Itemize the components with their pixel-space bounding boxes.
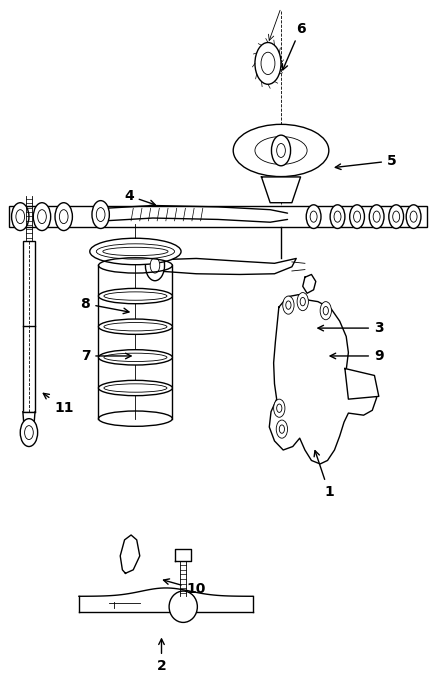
Circle shape <box>37 209 46 223</box>
Polygon shape <box>120 535 140 573</box>
Circle shape <box>59 209 68 223</box>
Circle shape <box>286 301 291 309</box>
Circle shape <box>306 205 321 228</box>
Circle shape <box>277 404 282 413</box>
Ellipse shape <box>99 288 172 304</box>
Polygon shape <box>269 295 377 464</box>
Polygon shape <box>23 412 35 427</box>
Bar <box>10 206 426 227</box>
Polygon shape <box>262 177 300 202</box>
Ellipse shape <box>96 244 174 259</box>
Circle shape <box>310 211 317 222</box>
Circle shape <box>300 297 305 306</box>
Circle shape <box>406 205 421 228</box>
Text: 6: 6 <box>283 22 305 70</box>
Circle shape <box>393 211 400 222</box>
Polygon shape <box>303 274 316 293</box>
Ellipse shape <box>104 353 167 362</box>
Circle shape <box>350 205 364 228</box>
Ellipse shape <box>104 384 167 392</box>
Text: 3: 3 <box>318 321 384 335</box>
Ellipse shape <box>99 319 172 334</box>
Text: 8: 8 <box>81 297 129 313</box>
Circle shape <box>410 211 417 222</box>
Circle shape <box>277 144 286 158</box>
Circle shape <box>334 211 341 222</box>
Circle shape <box>92 200 109 228</box>
Circle shape <box>320 302 331 320</box>
Text: 9: 9 <box>330 349 384 363</box>
Polygon shape <box>345 369 379 399</box>
Text: 5: 5 <box>335 154 397 170</box>
Ellipse shape <box>99 380 172 396</box>
Circle shape <box>389 205 404 228</box>
Circle shape <box>354 211 361 222</box>
Text: 1: 1 <box>314 451 334 499</box>
Ellipse shape <box>104 292 167 300</box>
Circle shape <box>373 211 380 222</box>
Circle shape <box>24 426 33 440</box>
Text: 11: 11 <box>43 394 73 415</box>
Bar <box>23 241 35 412</box>
Polygon shape <box>175 549 191 561</box>
Circle shape <box>261 52 275 75</box>
Ellipse shape <box>233 124 329 177</box>
Circle shape <box>274 399 285 417</box>
Circle shape <box>96 207 105 221</box>
Circle shape <box>150 258 160 273</box>
Circle shape <box>276 420 287 438</box>
Text: 10: 10 <box>164 579 206 596</box>
Circle shape <box>55 202 72 230</box>
Polygon shape <box>157 258 296 274</box>
Ellipse shape <box>255 137 307 165</box>
Circle shape <box>283 296 294 314</box>
Circle shape <box>12 202 29 230</box>
Circle shape <box>20 419 37 447</box>
Circle shape <box>279 425 285 433</box>
Circle shape <box>272 135 290 166</box>
Circle shape <box>16 209 24 223</box>
Circle shape <box>323 306 328 315</box>
Ellipse shape <box>99 350 172 365</box>
Circle shape <box>330 205 345 228</box>
Text: 2: 2 <box>157 639 167 673</box>
Circle shape <box>255 43 281 84</box>
Ellipse shape <box>103 247 168 255</box>
Ellipse shape <box>90 238 181 265</box>
Circle shape <box>297 292 308 311</box>
Ellipse shape <box>104 322 167 331</box>
Text: 7: 7 <box>81 349 131 363</box>
Circle shape <box>369 205 384 228</box>
Ellipse shape <box>169 591 198 623</box>
Circle shape <box>33 202 51 230</box>
Text: 4: 4 <box>124 188 155 206</box>
Circle shape <box>146 250 164 281</box>
